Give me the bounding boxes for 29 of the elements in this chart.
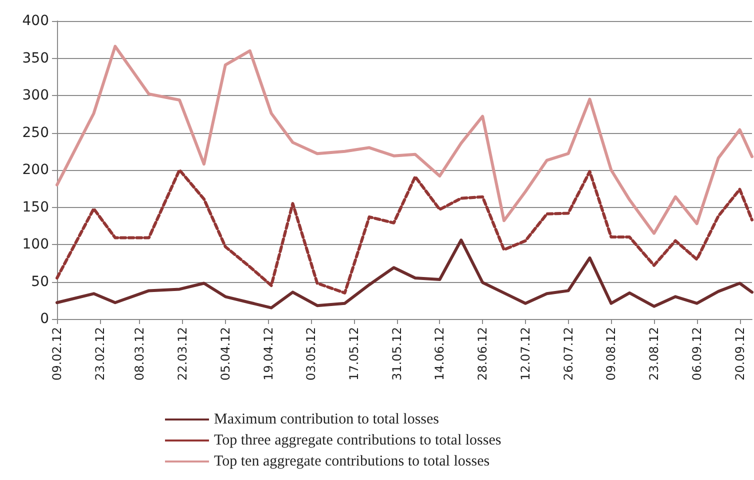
x-tick-label: 19.04.12 [261,327,276,380]
y-tick-label: 200 [22,162,49,178]
x-tick-label: 08.03.12 [132,327,147,380]
y-tick-label: 350 [22,50,49,66]
y-tick-label: 250 [22,124,49,141]
legend-label: Maximum contribution to total losses [214,412,440,428]
x-tick-label: 20.09.12 [732,327,747,380]
x-tick-label: 12.07.12 [518,327,532,380]
y-tick-label: 400 [22,13,49,29]
y-tick-label: 150 [22,199,49,216]
x-tick-label: 28.06.12 [476,327,490,380]
x-tick-label: 03.05.12 [304,327,318,380]
legend-label: Top ten aggregate contributions to total losses [214,454,490,470]
y-tick-label: 0 [40,311,49,327]
y-tick-label: 300 [22,88,49,104]
y-tick-label: 100 [22,236,49,252]
x-tick-label: 14.06.12 [432,327,447,380]
x-tick-label: 22.03.12 [176,327,190,380]
legend-label: Top three aggregate contributions to total losses [214,432,502,448]
x-tick-label: 23.02.12 [92,327,107,380]
x-tick-label: 26.07.12 [561,327,576,380]
x-tick-label: 23.08.12 [647,327,662,380]
x-tick-label: 09.02.12 [50,327,64,380]
y-tick-label: 50 [31,274,49,290]
x-tick-label: 09.08.12 [604,327,618,380]
x-tick-label: 17.05.12 [346,327,361,380]
x-tick-label: 31.05.12 [390,327,404,380]
x-tick-label: 05.04.12 [218,327,232,380]
x-tick-label: 06.09.12 [690,327,704,380]
